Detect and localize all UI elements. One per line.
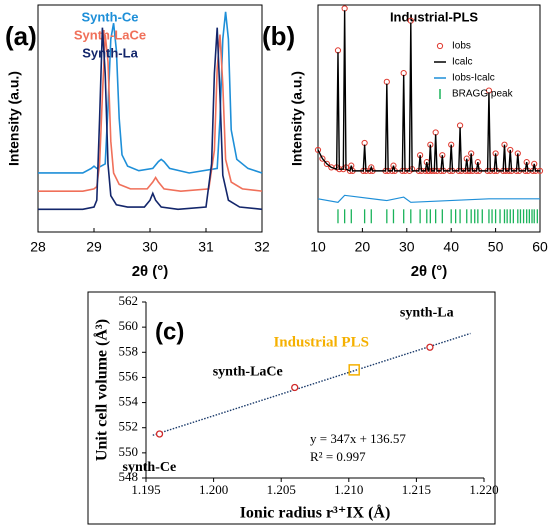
data-point <box>426 343 434 351</box>
data-line <box>38 11 263 174</box>
y-tick-label: 560 <box>119 318 139 333</box>
highlight-label: Industrial PLS <box>273 334 368 350</box>
fit-equation: y = 347x + 136.57 <box>310 431 406 446</box>
legend-entry: Synth-LaCe <box>74 27 146 42</box>
x-axis-label: 2θ (°) <box>411 263 448 280</box>
panel-label: (a) <box>5 21 37 51</box>
plot-frame <box>317 4 541 233</box>
legend-entry: Iobs <box>452 41 471 52</box>
x-tick-label: 1.200 <box>199 482 228 497</box>
data-line <box>317 194 540 203</box>
x-axis-label: Ionic radius r³⁺IX (Å) <box>240 504 391 522</box>
y-tick-label: 552 <box>119 419 139 434</box>
point-label: synth-LaCe <box>213 365 283 380</box>
data-point <box>155 430 164 438</box>
x-tick-label: 1.195 <box>131 482 160 497</box>
panel-label: (b) <box>262 21 295 51</box>
legend-entry: BRAGG peak <box>452 89 514 100</box>
legend-entry: Iobs-Icalc <box>452 73 495 84</box>
x-tick-label: 10 <box>310 239 326 255</box>
y-axis-label: Intensity (a.u.) <box>289 71 305 166</box>
y-axis-label: Intensity (a.u.) <box>6 71 22 166</box>
fit-r2: R² = 0.997 <box>310 449 366 464</box>
data-line <box>38 27 263 211</box>
y-tick-label: 548 <box>119 469 139 484</box>
x-tick-label: 29 <box>86 239 102 255</box>
data-point <box>291 383 299 392</box>
x-tick-label: 40 <box>443 239 459 255</box>
y-axis-label: Unit cell volume (Å³) <box>93 319 111 461</box>
y-tick-label: 554 <box>119 394 139 409</box>
data-line <box>317 10 540 172</box>
legend-entry: Synth-Ce <box>81 9 138 24</box>
point-label: synth-La <box>400 305 454 320</box>
y-tick-label: 562 <box>119 293 139 308</box>
x-axis-label: 2θ (°) <box>132 263 169 280</box>
data-line <box>38 34 263 192</box>
x-tick-label: 60 <box>532 239 548 255</box>
obs-point <box>319 155 326 162</box>
x-tick-label: 50 <box>488 239 504 255</box>
legend-entry: Synth-La <box>82 45 138 60</box>
x-tick-label: 28 <box>30 239 46 255</box>
x-tick-label: 20 <box>355 239 371 255</box>
panel-frame <box>87 291 496 525</box>
obs-point <box>323 160 330 167</box>
y-tick-label: 558 <box>119 343 139 358</box>
legend-entry: Icalc <box>452 57 473 68</box>
panel-label: (c) <box>155 318 184 345</box>
highlight-point <box>348 364 360 376</box>
y-tick-label: 556 <box>119 368 139 383</box>
x-tick-label: 1.210 <box>334 482 363 497</box>
legend-symbol <box>436 42 444 50</box>
x-tick-label: 31 <box>198 239 214 255</box>
x-tick-label: 1.215 <box>402 482 431 497</box>
point-label: synth-Ce <box>123 460 177 475</box>
x-tick-label: 30 <box>142 239 158 255</box>
x-tick-label: 1.220 <box>469 482 498 497</box>
x-tick-label: 30 <box>399 239 415 255</box>
x-tick-label: 32 <box>254 239 270 255</box>
obs-point <box>368 164 375 171</box>
x-tick-label: 1.205 <box>267 482 296 497</box>
chart-title: Industrial-PLS <box>390 9 478 24</box>
obs-point <box>314 146 322 154</box>
y-tick-label: 550 <box>119 444 139 459</box>
